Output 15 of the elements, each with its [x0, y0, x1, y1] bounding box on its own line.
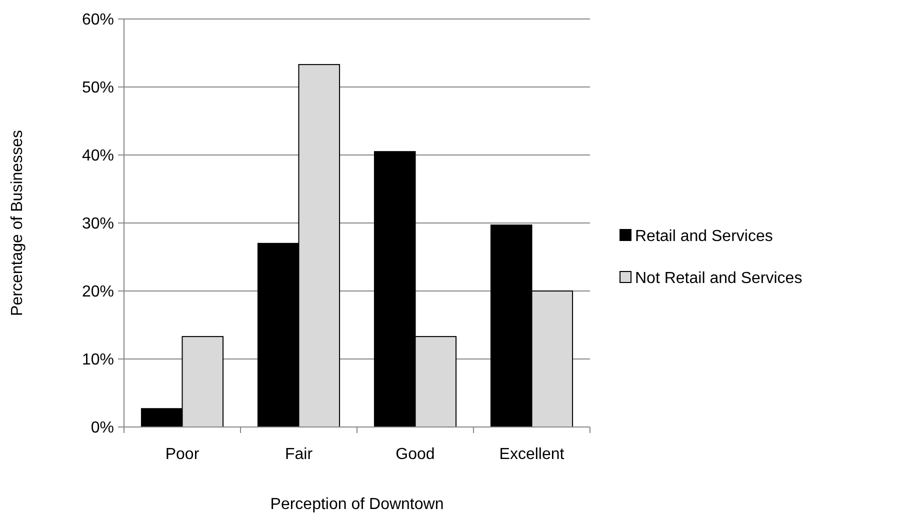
x-tick-label: Excellent — [499, 446, 565, 463]
y-axis-title: Percentage of Businesses — [9, 130, 26, 316]
legend-label: Retail and Services — [635, 228, 773, 246]
x-axis-title: Perception of Downtown — [270, 496, 444, 513]
y-tick-label: 40% — [82, 148, 114, 165]
x-tick-label: Good — [396, 446, 435, 463]
y-tick-label: 60% — [82, 12, 114, 29]
x-tick-label: Poor — [165, 446, 200, 463]
x-tick-label: Fair — [284, 446, 314, 463]
y-tick-label: 20% — [82, 284, 114, 301]
y-tick-label: 30% — [82, 216, 114, 233]
y-tick-label: 10% — [82, 352, 114, 369]
y-tick-label: 0% — [90, 420, 114, 437]
y-tick-label: 50% — [82, 80, 114, 97]
legend-label: Not Retail and Services — [635, 270, 802, 288]
